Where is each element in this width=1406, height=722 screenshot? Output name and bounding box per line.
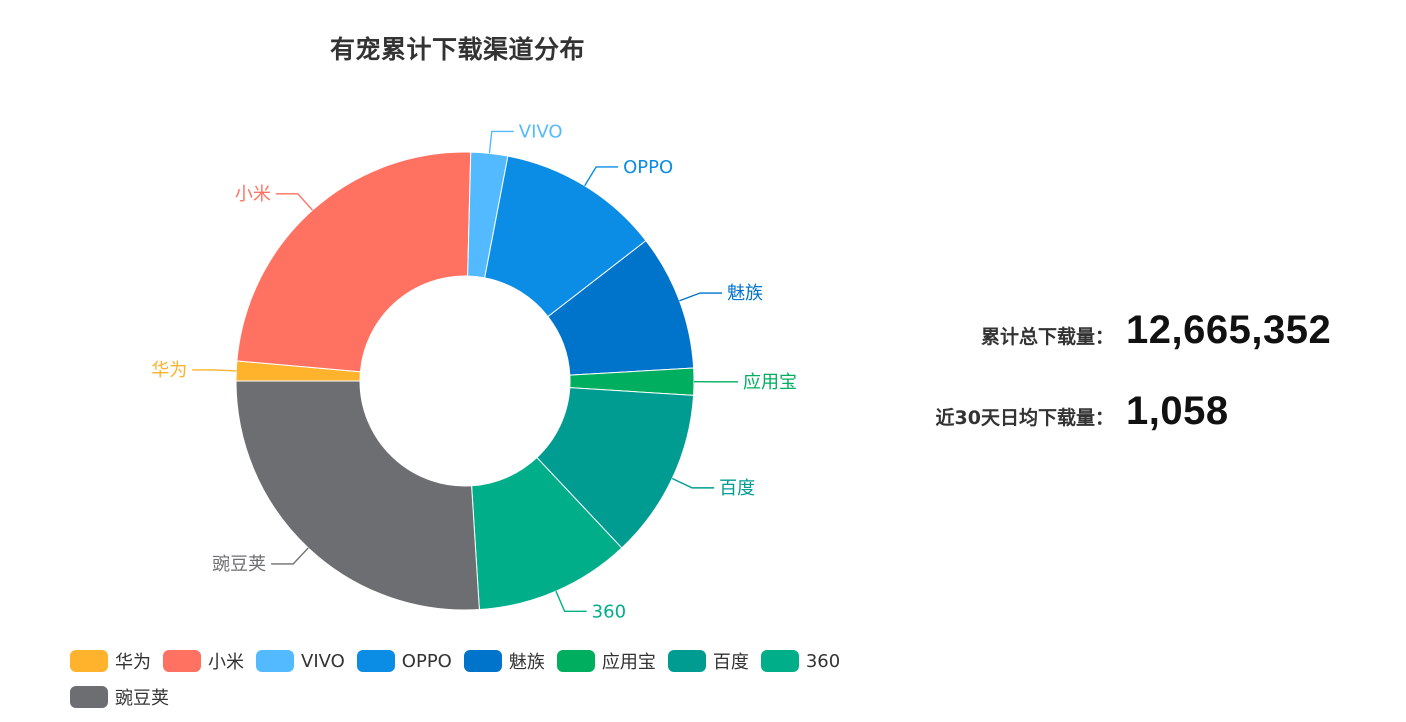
legend-swatch (556, 650, 595, 672)
donut-slice-4[interactable] (484, 155, 647, 318)
legend-label: 360 (805, 650, 841, 672)
legend-swatch (760, 650, 799, 672)
legend-swatch (70, 686, 108, 708)
legend-swatch (463, 650, 502, 672)
slice-label-3: VIVO (519, 121, 563, 142)
legend-item-3[interactable]: VIVO (256, 648, 345, 674)
legend-label: OPPO (401, 650, 452, 672)
stats-panel: 累计总下载量： 12,665,352 近30天日均下载量： 1,058 (896, 308, 1376, 434)
leader-line-slice-8 (555, 590, 587, 613)
legend-swatch (163, 650, 201, 672)
legend-label: 小米 (208, 652, 244, 673)
donut-slice-2[interactable] (236, 151, 472, 373)
legend-item-6[interactable]: 应用宝 (556, 648, 656, 674)
legend-item-5[interactable]: 魅族 (463, 648, 545, 674)
leader-line-slice-2 (275, 193, 314, 211)
legend-label: VIVO (301, 650, 345, 672)
slice-label-5: 魅族 (727, 283, 763, 304)
slice-label-1: 华为 (151, 360, 187, 381)
legend-label: 豌豆荚 (115, 688, 169, 709)
chart-title: 有宠累计下载渠道分布 (330, 35, 586, 64)
legend-item-7[interactable]: 百度 (667, 648, 749, 674)
leader-line-slice-1 (192, 369, 237, 372)
slice-label-8: 360 (592, 601, 626, 622)
slice-label-9: 豌豆荚 (212, 554, 266, 575)
legend-label: 华为 (115, 652, 151, 673)
legend-label: 百度 (712, 652, 749, 673)
legend-swatch (667, 650, 706, 672)
total-downloads-value: 12,665,352 (1126, 308, 1332, 352)
legend-item-9[interactable]: 豌豆荚 (70, 684, 169, 710)
slice-label-4: OPPO (623, 157, 673, 178)
legend-swatch (356, 650, 395, 672)
daily-downloads-row: 近30天日均下载量： 1,058 (896, 389, 1376, 434)
leader-line-slice-9 (271, 547, 309, 565)
total-downloads-row: 累计总下载量： 12,665,352 (896, 308, 1376, 353)
legend-item-4[interactable]: OPPO (356, 648, 452, 674)
leader-line-slice-5 (679, 292, 723, 302)
leader-line-slice-4 (584, 166, 619, 187)
legend-item-1[interactable]: 华为 (70, 648, 151, 674)
legend-label: 魅族 (508, 652, 545, 673)
legend-swatch (70, 650, 108, 672)
leader-line-slice-3 (488, 130, 514, 154)
slice-label-7: 百度 (719, 478, 755, 499)
daily-downloads-label: 近30天日均下载量： (935, 407, 1114, 429)
daily-downloads-value: 1,058 (1126, 389, 1229, 433)
slice-label-2: 小米 (235, 184, 271, 205)
total-downloads-label: 累计总下载量： (980, 326, 1114, 348)
donut-slice-9[interactable] (235, 380, 480, 611)
legend-item-2[interactable]: 小米 (163, 648, 244, 674)
slice-label-6: 应用宝 (743, 372, 797, 393)
legend-item-8[interactable]: 360 (760, 648, 841, 674)
leader-line-slice-7 (671, 477, 715, 489)
legend-label: 应用宝 (601, 652, 656, 673)
chart-legend: 华为 小米 VIVO OPPO 魅族 应用宝 百度 360 豌豆荚 (70, 648, 910, 710)
legend-swatch (256, 650, 294, 672)
